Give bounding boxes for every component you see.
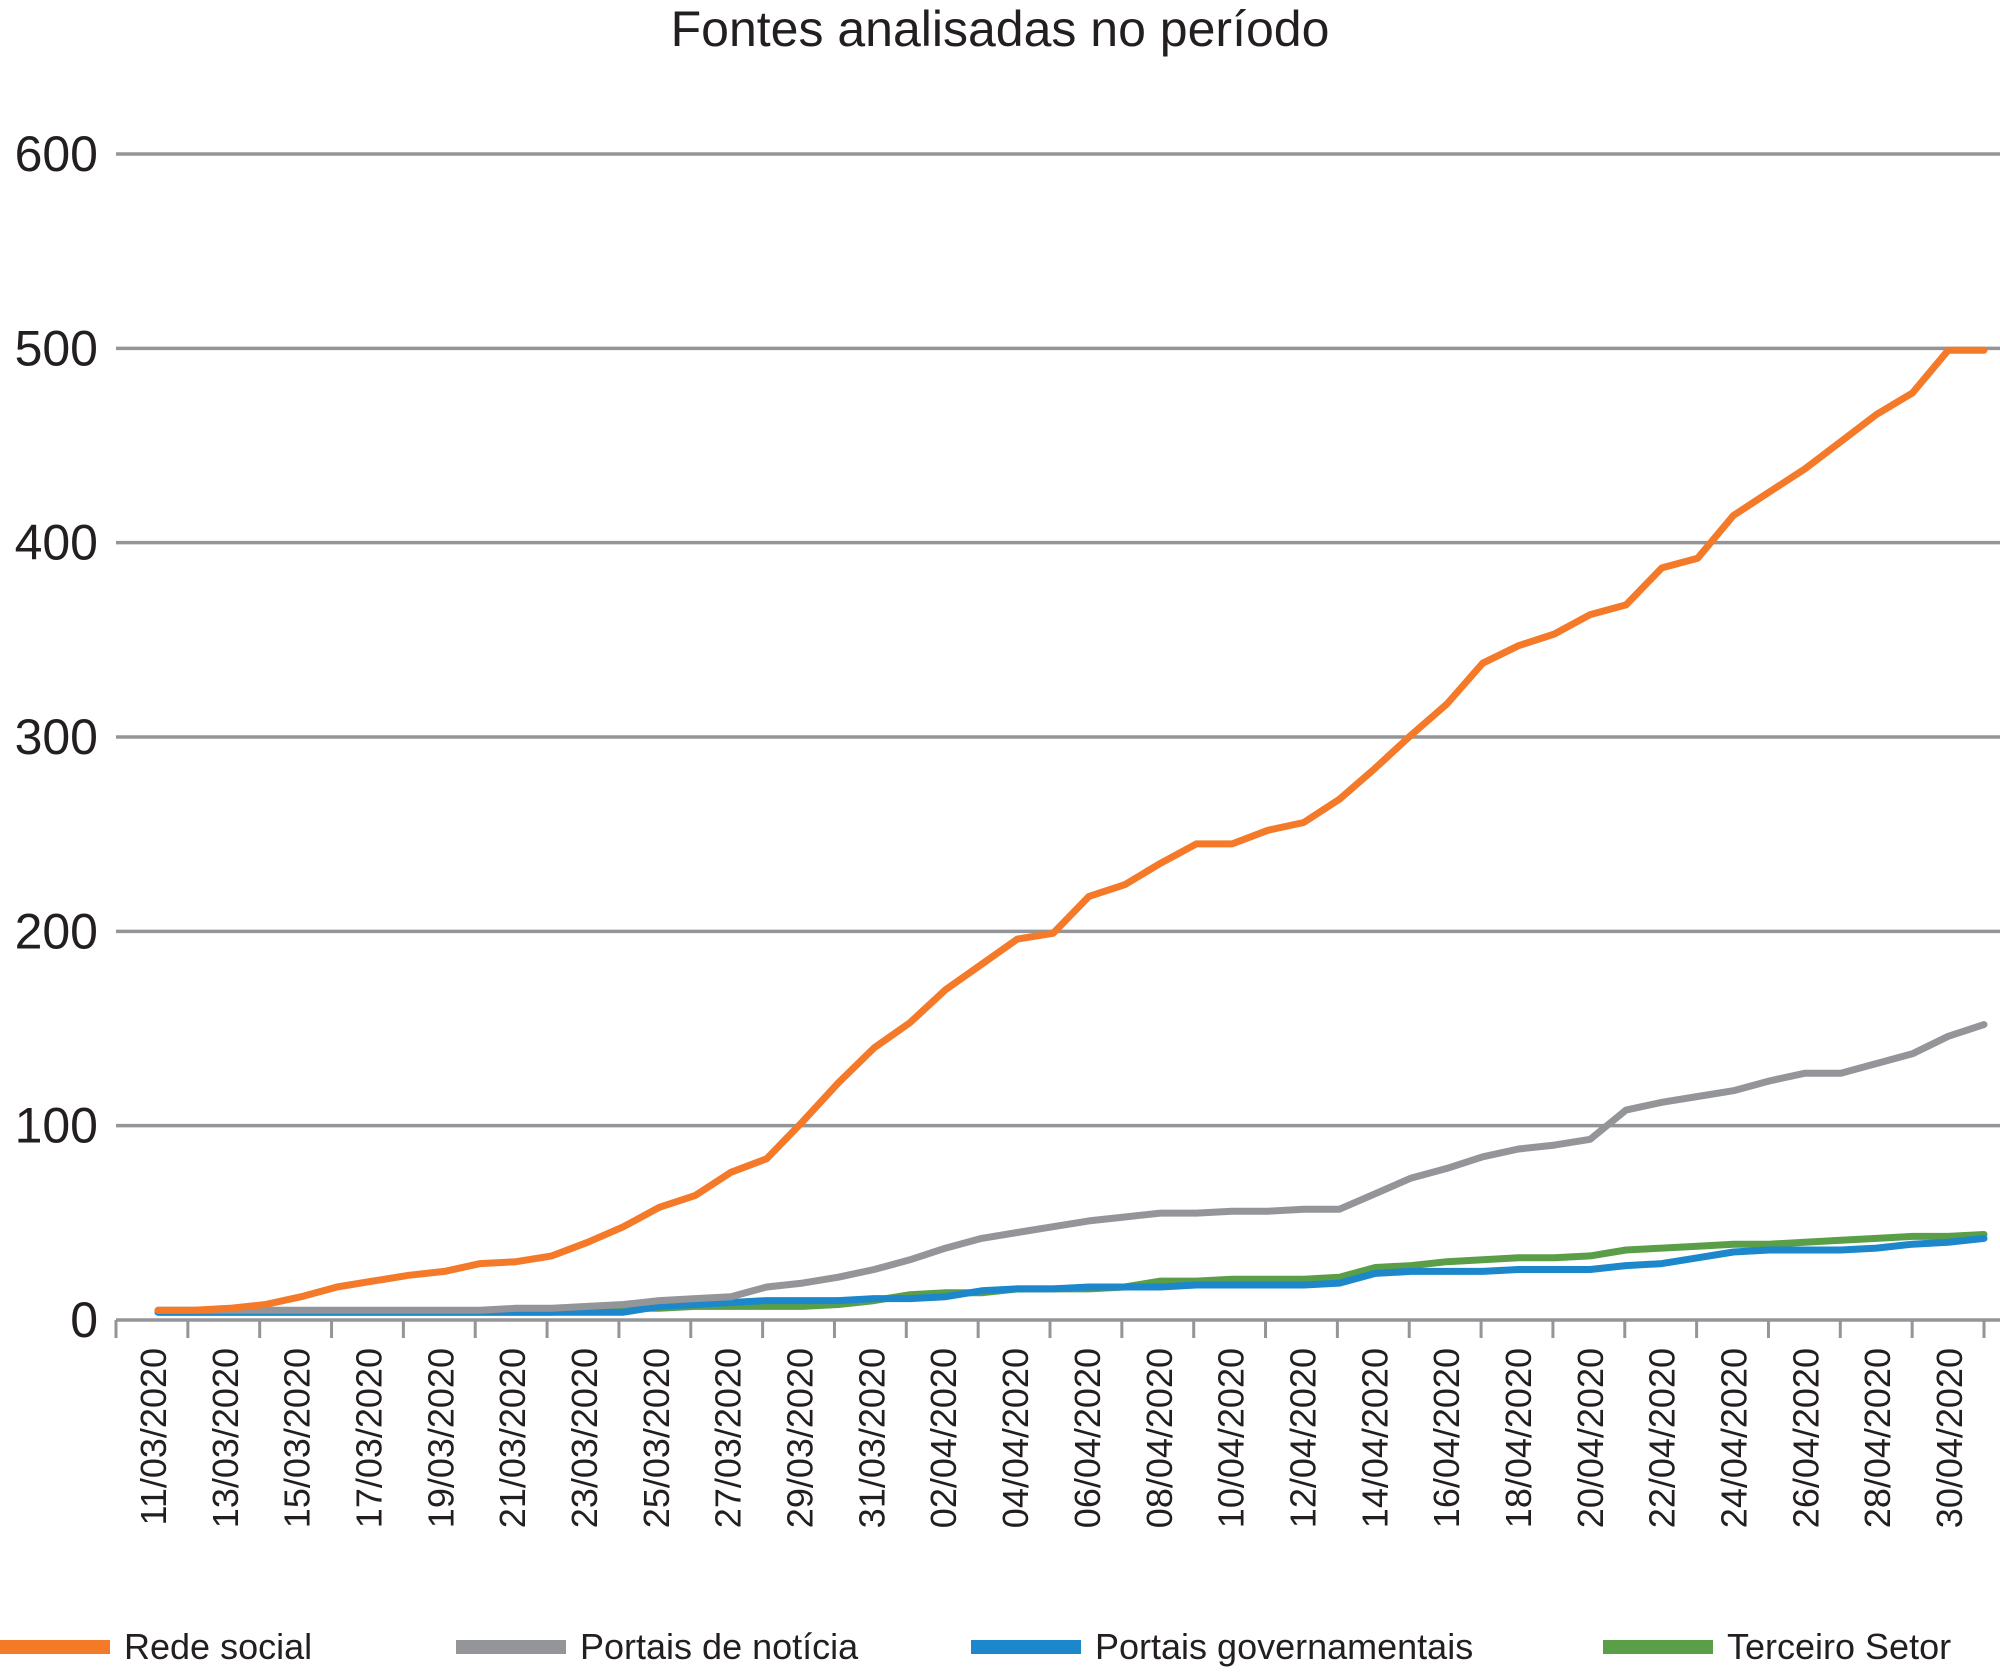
y-tick-label: 200 [15, 903, 98, 959]
y-tick-label: 600 [15, 126, 98, 182]
series-line-rede-social [154, 346, 1988, 1314]
y-tick-label: 300 [15, 709, 98, 765]
x-tick-label: 23/03/2020 [564, 1348, 605, 1528]
x-tick-label: 20/04/2020 [1570, 1348, 1611, 1528]
x-tick-label: 10/04/2020 [1211, 1348, 1252, 1528]
x-tick-label: 06/04/2020 [1067, 1348, 1108, 1528]
x-tick-label: 25/03/2020 [636, 1348, 677, 1528]
x-tick-label: 31/03/2020 [851, 1348, 892, 1528]
x-tick-label: 14/04/2020 [1354, 1348, 1395, 1528]
legend-swatch [1603, 1639, 1713, 1654]
chart-title: Fontes analisadas no período [670, 1, 1330, 57]
legend-label: Terceiro Setor [1727, 1625, 1952, 1667]
x-tick-label: 21/03/2020 [492, 1348, 533, 1528]
y-axis-tick-labels: 0 100 200 300 400 500 600 [15, 126, 98, 1348]
x-tick-label: 18/04/2020 [1498, 1348, 1539, 1528]
x-tick-label: 22/04/2020 [1642, 1348, 1683, 1528]
series-line-portais-de-not-cia [154, 1021, 1988, 1314]
x-tick-label: 26/04/2020 [1785, 1348, 1826, 1528]
series-lines [154, 346, 1988, 1316]
x-tick-label: 02/04/2020 [923, 1348, 964, 1528]
legend-swatch [971, 1639, 1081, 1654]
legend-item: Rede social [0, 1620, 312, 1673]
legend-label: Rede social [124, 1625, 313, 1667]
x-tick-label: 17/03/2020 [348, 1348, 389, 1528]
x-tick-label: 13/03/2020 [205, 1348, 246, 1528]
x-tick-label: 27/03/2020 [708, 1348, 749, 1528]
x-tick-label: 28/04/2020 [1857, 1348, 1898, 1528]
x-tick-label: 11/03/2020 [133, 1348, 174, 1526]
legend-label: Portais de notícia [580, 1625, 859, 1667]
y-tick-label: 400 [15, 515, 98, 571]
legend: Rede social Portais de notícia Portais gov… [0, 1620, 2000, 1673]
x-axis-tick-labels: 11/03/2020 13/03/2020 15/03/2020 17/03/2020… [133, 1348, 1970, 1528]
x-tick-label: 08/04/2020 [1139, 1348, 1180, 1528]
legend-item: Portais de notícia [456, 1620, 858, 1673]
legend-swatch [456, 1639, 566, 1654]
y-tick-label: 0 [70, 1292, 98, 1348]
x-tick-label: 19/03/2020 [420, 1348, 461, 1528]
x-axis [114, 1318, 2000, 1338]
y-tick-label: 500 [15, 320, 98, 376]
x-tick-label: 04/04/2020 [995, 1348, 1036, 1528]
x-tick-label: 16/04/2020 [1426, 1348, 1467, 1528]
legend-item: Terceiro Setor [1603, 1620, 1951, 1673]
legend-label: Portais governamentais [1095, 1625, 1474, 1667]
x-tick-label: 30/04/2020 [1929, 1348, 1970, 1528]
legend-swatch [0, 1639, 110, 1654]
x-tick-label: 29/03/2020 [780, 1348, 821, 1528]
x-tick-label: 15/03/2020 [277, 1348, 318, 1528]
line-chart: 0 100 200 300 400 500 600 11/03/2020 13/03/2020… [15, 126, 2000, 1528]
grid-lines [116, 152, 2000, 1128]
y-tick-label: 100 [15, 1098, 98, 1154]
x-tick-label: 12/04/2020 [1282, 1348, 1323, 1528]
x-tick-label: 24/04/2020 [1714, 1348, 1755, 1528]
legend-item: Portais governamentais [971, 1620, 1473, 1673]
